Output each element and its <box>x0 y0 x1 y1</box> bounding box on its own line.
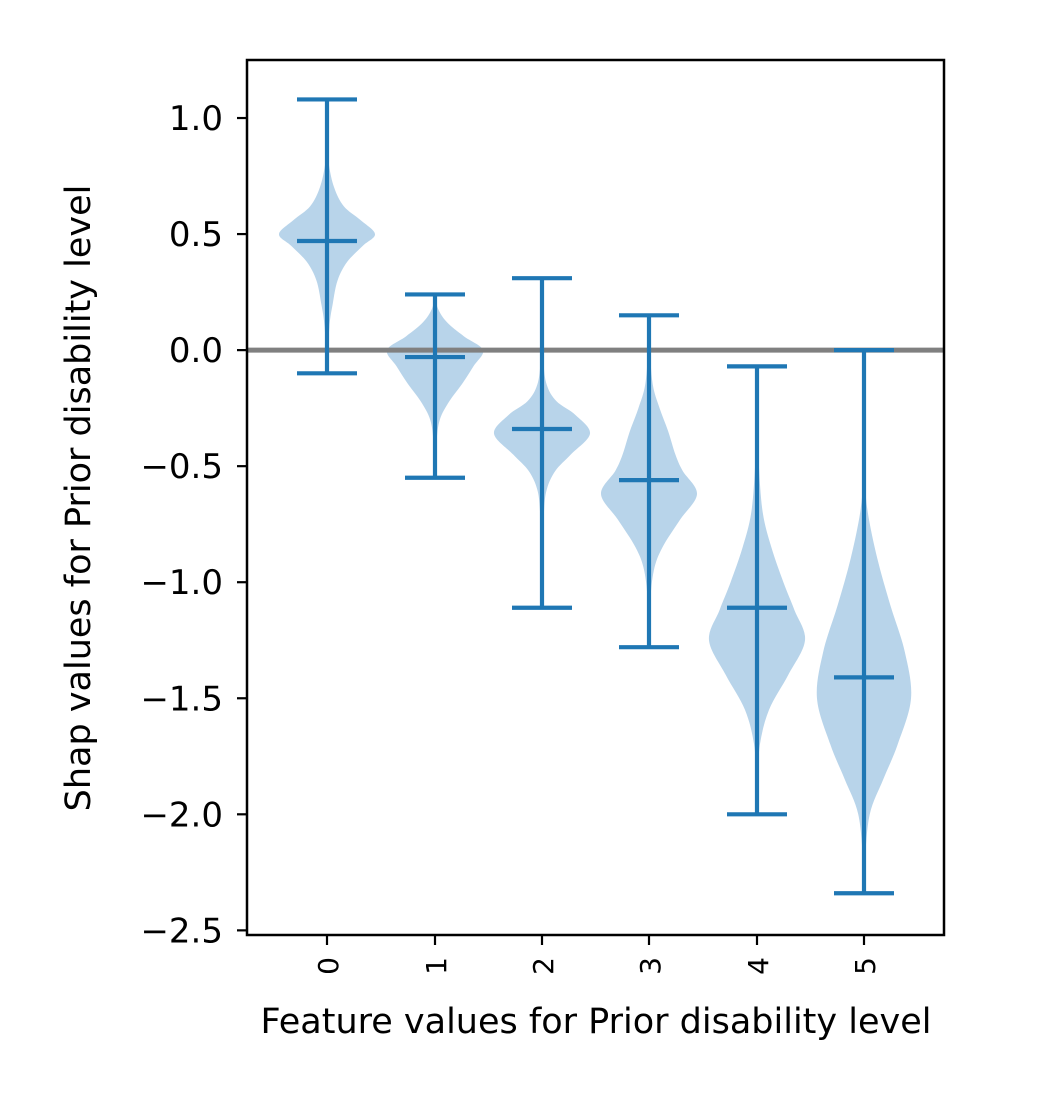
whisker-group <box>297 97 894 896</box>
y-tick-label: −2.5 <box>140 911 223 951</box>
y-tick-label: −1.0 <box>140 563 223 603</box>
axes-frame <box>245 58 946 937</box>
x-tick-label: 0 <box>312 957 345 975</box>
y-tick-label: −2.0 <box>140 795 223 835</box>
y-tick-label: 0.0 <box>169 331 223 371</box>
x-ticks: 0 1 2 3 4 5 <box>312 935 882 975</box>
y-tick-label: 0.5 <box>169 215 223 255</box>
violin-group <box>278 99 912 894</box>
y-ticks: 1.0 0.5 0.0 −0.5 −1.0 −1.5 −2.0 −2.5 <box>140 99 247 951</box>
x-tick-label: 5 <box>849 957 882 975</box>
x-tick-label: 4 <box>742 957 775 975</box>
x-tick-label: 3 <box>634 957 667 975</box>
y-tick-label: 1.0 <box>169 99 223 139</box>
y-tick-label: −1.5 <box>140 679 223 719</box>
y-axis-label: Shap values for Prior disability level <box>59 185 99 812</box>
x-axis-label: Feature values for Prior disability leve… <box>261 1002 932 1042</box>
x-tick-label: 2 <box>527 957 560 975</box>
x-tick-label: 1 <box>420 957 453 975</box>
y-tick-label: −0.5 <box>140 447 223 487</box>
